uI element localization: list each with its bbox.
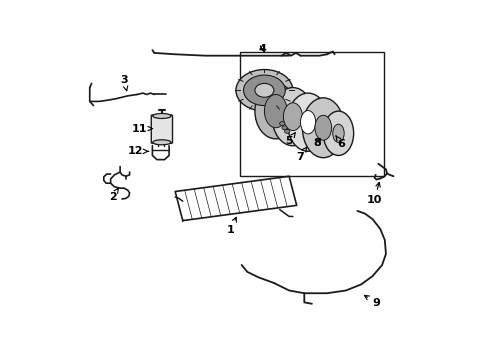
Ellipse shape [283, 103, 302, 131]
Ellipse shape [302, 98, 344, 158]
Ellipse shape [265, 94, 287, 128]
Text: 3: 3 [120, 75, 128, 91]
Ellipse shape [333, 124, 344, 143]
Ellipse shape [300, 111, 316, 134]
Ellipse shape [287, 93, 329, 151]
Text: 4: 4 [259, 44, 267, 54]
Text: 1: 1 [226, 217, 236, 235]
FancyBboxPatch shape [151, 115, 172, 143]
Bar [240, 51, 384, 176]
Text: 5: 5 [285, 133, 295, 146]
Circle shape [282, 126, 287, 130]
Text: 6: 6 [336, 136, 345, 149]
Ellipse shape [255, 84, 297, 139]
Ellipse shape [153, 113, 171, 118]
Circle shape [285, 129, 290, 133]
Text: 11: 11 [131, 123, 153, 134]
Ellipse shape [315, 115, 332, 140]
Text: 10: 10 [367, 183, 382, 205]
Text: 2: 2 [109, 188, 118, 202]
Text: 9: 9 [365, 296, 380, 308]
Circle shape [280, 122, 285, 126]
Text: 8: 8 [314, 138, 321, 148]
Circle shape [255, 84, 274, 97]
Circle shape [236, 69, 293, 111]
Text: 12: 12 [127, 146, 148, 156]
Ellipse shape [272, 87, 314, 146]
Ellipse shape [153, 140, 171, 145]
Circle shape [244, 75, 285, 105]
Text: 7: 7 [296, 147, 307, 162]
Ellipse shape [323, 111, 354, 156]
